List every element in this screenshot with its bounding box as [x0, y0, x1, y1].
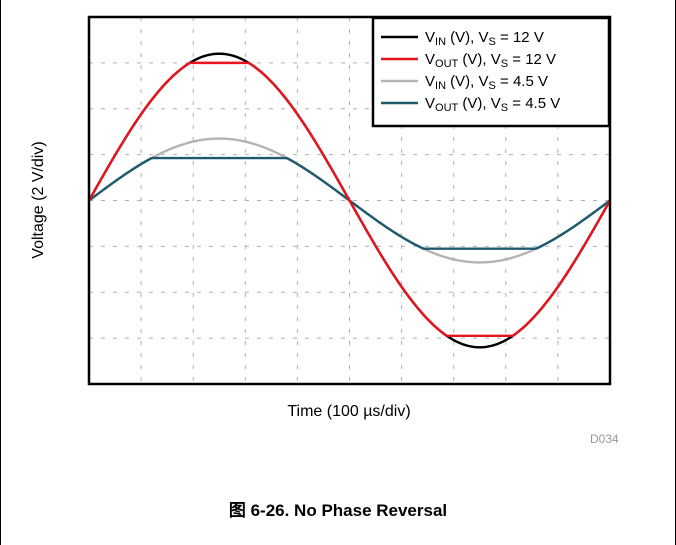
legend-label-0: VIN (V), VS = 12 V	[425, 29, 544, 48]
figure-id: D034	[590, 432, 619, 446]
y-axis-label: Voltage (2 V/div)	[30, 141, 47, 258]
legend-label-3: VOUT (V), VS = 4.5 V	[425, 95, 560, 114]
chart: VIN (V), VS = 12 V VOUT (V), VS = 12 V VIN…	[30, 15, 612, 420]
series-line-1	[87, 61, 612, 338]
legend: VIN (V), VS = 12 V VOUT (V), VS = 12 V VIN…	[371, 16, 611, 128]
legend-label-2: VIN (V), VS = 4.5 V	[425, 73, 548, 92]
legend-label-1: VOUT (V), VS = 12 V	[425, 51, 556, 70]
plot-border	[87, 15, 612, 386]
series-lines	[87, 52, 612, 349]
x-axis-label: Time (100 µs/div)	[287, 403, 410, 420]
figure-caption: 图 6-26. No Phase Reversal	[228, 501, 448, 520]
